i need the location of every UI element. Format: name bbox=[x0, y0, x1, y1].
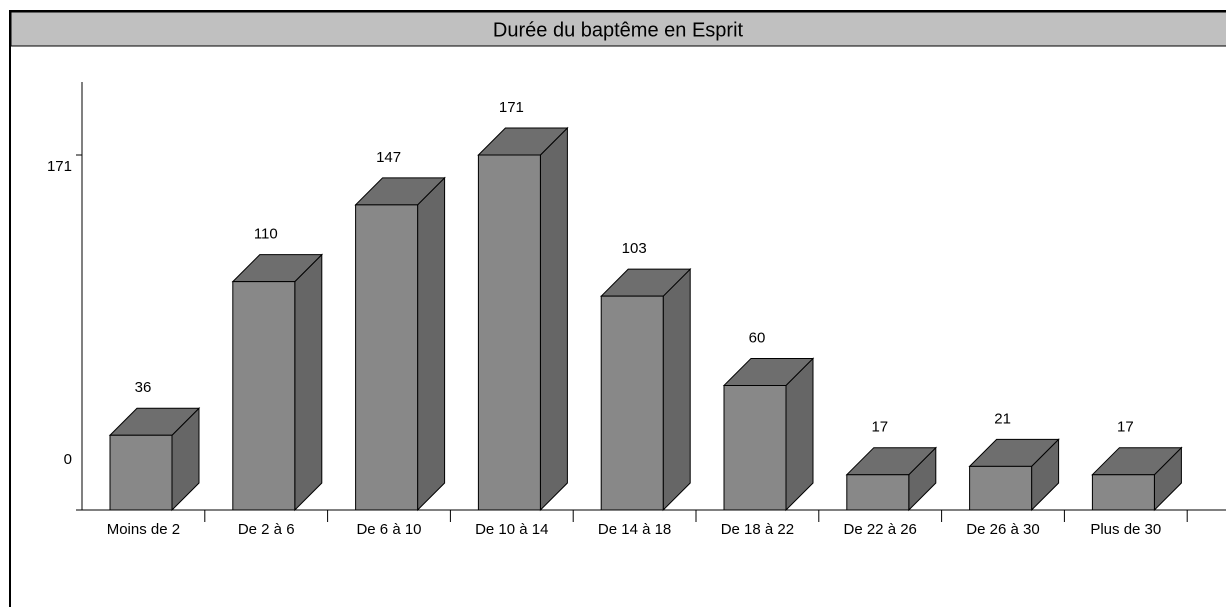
x-tick-label: De 18 à 22 bbox=[721, 521, 794, 538]
bar bbox=[477, 126, 569, 512]
bar bbox=[968, 438, 1060, 512]
bar-side bbox=[417, 176, 446, 512]
bar-front bbox=[477, 154, 541, 511]
value-label: 110 bbox=[254, 226, 278, 243]
title-band bbox=[10, 11, 1226, 47]
value-label: 147 bbox=[376, 149, 401, 166]
bar-side bbox=[294, 253, 323, 512]
x-tick-label: Moins de 2 bbox=[107, 521, 180, 538]
x-tick-label: De 14 à 18 bbox=[598, 521, 671, 538]
bar bbox=[845, 446, 938, 512]
x-tick-label: De 6 à 10 bbox=[356, 521, 421, 538]
value-label: 36 bbox=[135, 379, 152, 396]
x-tick-label: De 2 à 6 bbox=[238, 521, 295, 538]
bar bbox=[354, 176, 446, 512]
value-label: 21 bbox=[994, 410, 1011, 427]
bar bbox=[599, 267, 692, 512]
bar-front bbox=[723, 384, 787, 511]
x-tick-label: Plus de 30 bbox=[1090, 521, 1161, 538]
value-label: 17 bbox=[871, 419, 888, 436]
x-tick-label: De 26 à 30 bbox=[966, 521, 1039, 538]
bar-front bbox=[1091, 474, 1155, 511]
x-tick-label: De 10 à 14 bbox=[475, 521, 548, 538]
value-label: 60 bbox=[749, 329, 766, 346]
y-tick-label: 171 bbox=[47, 158, 72, 175]
bar bbox=[108, 407, 201, 512]
bar bbox=[722, 357, 815, 512]
chart-title: Durée du baptême en Esprit bbox=[493, 19, 744, 41]
x-tick-label: De 22 à 26 bbox=[844, 521, 917, 538]
bar-front bbox=[355, 204, 419, 511]
y-tick-label: 0 bbox=[64, 451, 72, 468]
bar-front bbox=[232, 281, 296, 511]
bar-side bbox=[539, 126, 568, 512]
bar-front bbox=[109, 434, 173, 511]
value-label: 171 bbox=[499, 99, 524, 116]
bar-side bbox=[662, 267, 691, 512]
bar bbox=[1091, 446, 1183, 512]
value-label: 103 bbox=[622, 240, 647, 257]
value-label: 17 bbox=[1117, 419, 1134, 436]
bar-front bbox=[600, 295, 664, 511]
bar-front bbox=[846, 474, 910, 511]
bar bbox=[231, 253, 324, 512]
bar-front bbox=[969, 465, 1033, 511]
